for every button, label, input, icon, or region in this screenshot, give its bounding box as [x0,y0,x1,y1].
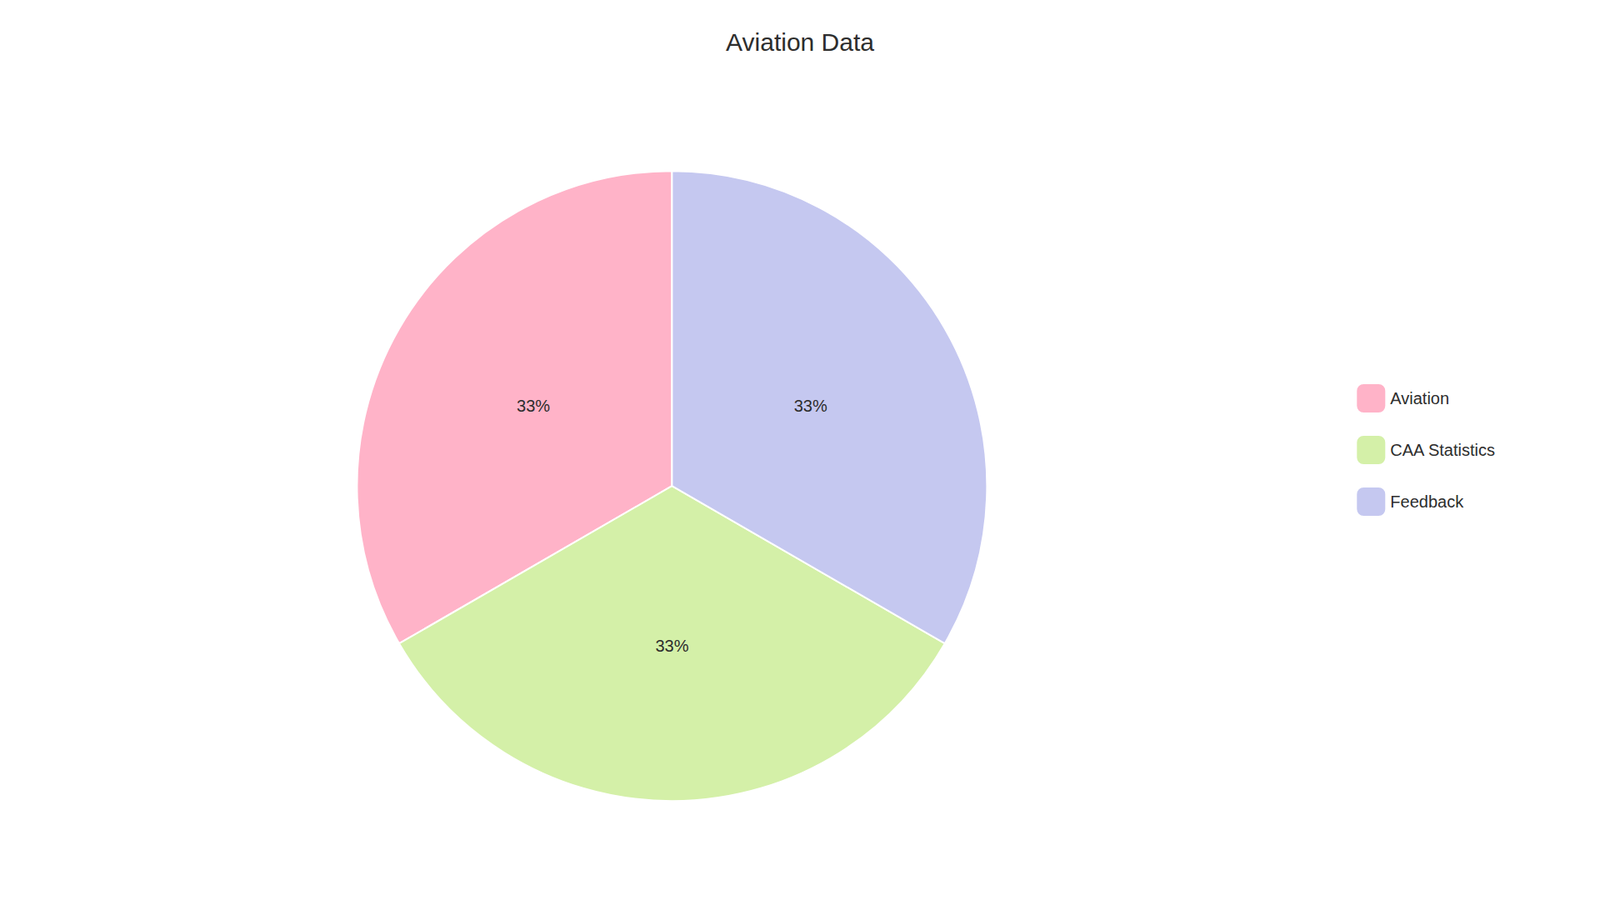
svg-text:Feedback: Feedback [1390,492,1465,511]
svg-text:33%: 33% [794,396,828,415]
svg-text:33%: 33% [655,636,689,655]
svg-text:Aviation: Aviation [1390,389,1450,408]
svg-text:Aviation Data: Aviation Data [725,28,875,56]
svg-text:33%: 33% [516,396,550,415]
svg-text:CAA Statistics: CAA Statistics [1390,440,1495,460]
